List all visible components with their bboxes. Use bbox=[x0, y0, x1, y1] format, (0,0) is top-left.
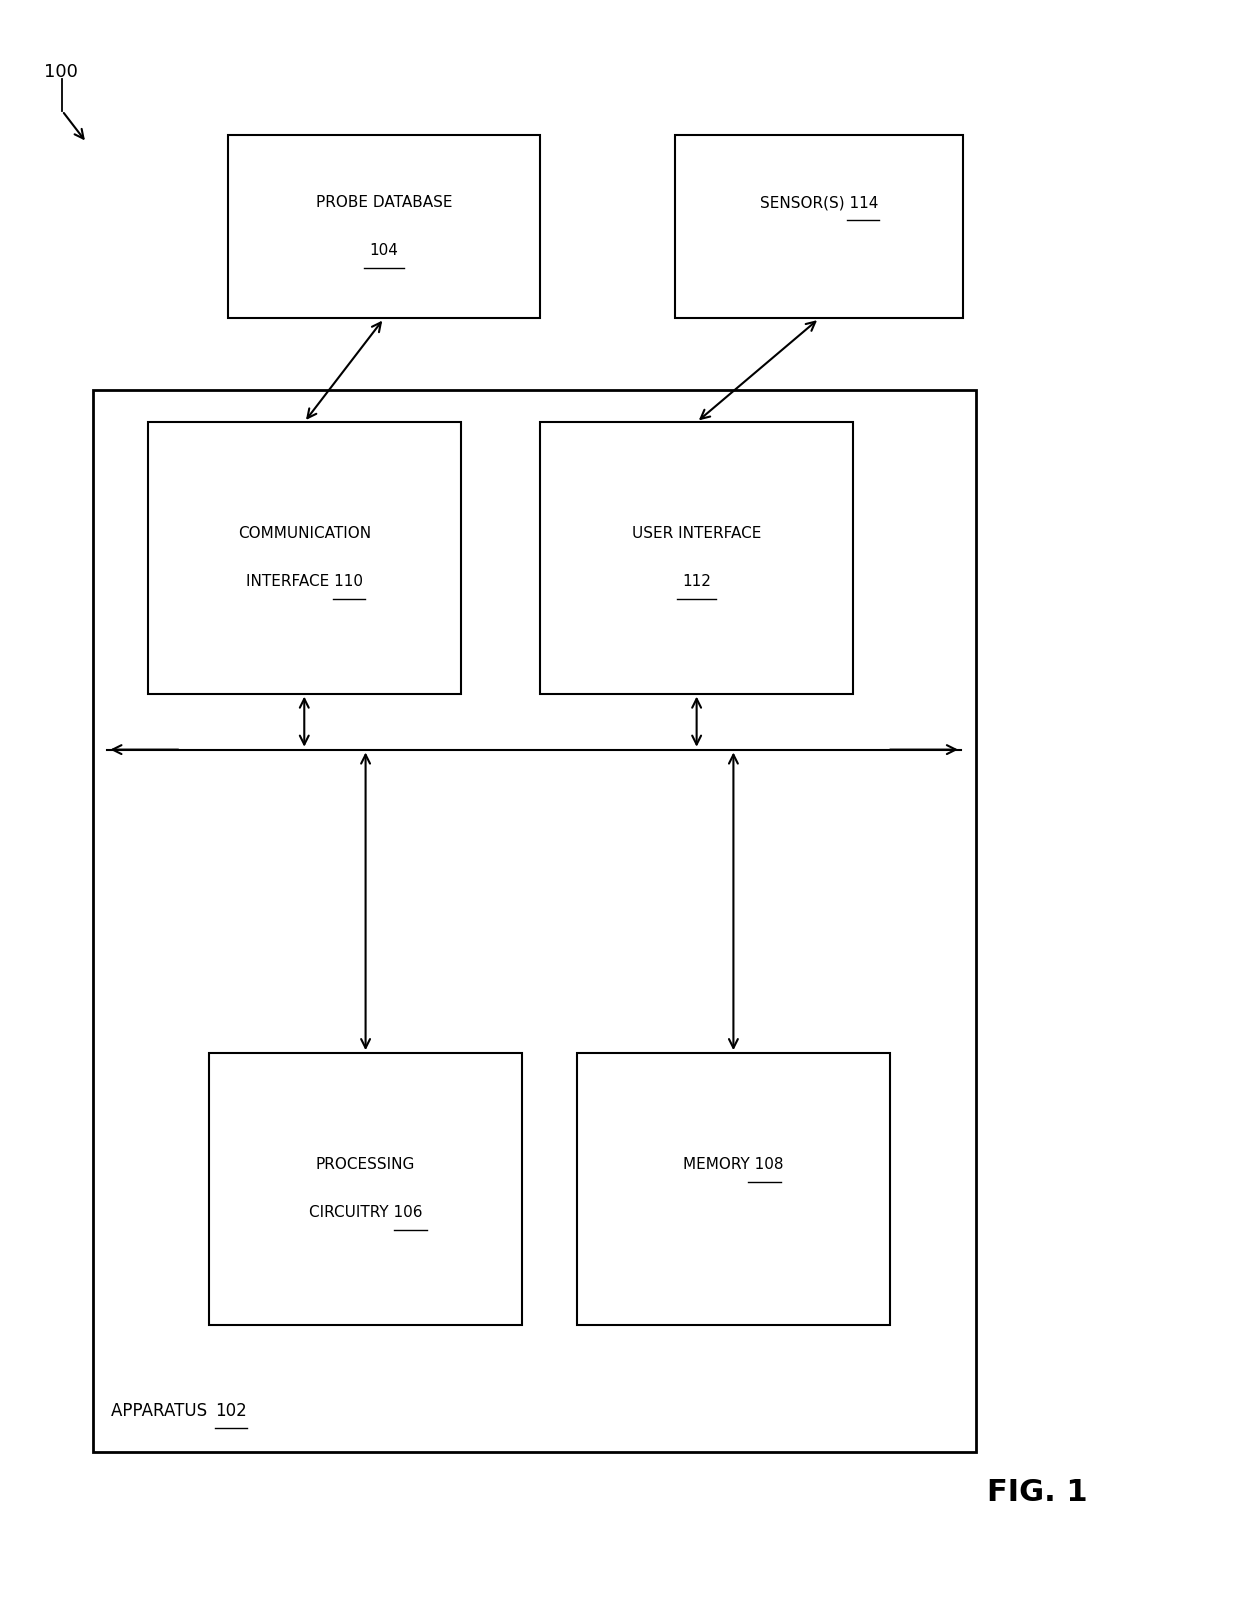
Text: PROCESSING: PROCESSING bbox=[316, 1157, 415, 1173]
Text: 112: 112 bbox=[682, 575, 711, 590]
Bar bbox=[93, 390, 976, 1453]
Text: APPARATUS: APPARATUS bbox=[112, 1403, 212, 1421]
Text: CIRCUITRY 106: CIRCUITRY 106 bbox=[309, 1205, 423, 1220]
Bar bbox=[148, 422, 460, 694]
Text: COMMUNICATION: COMMUNICATION bbox=[238, 527, 371, 541]
Bar bbox=[210, 1054, 522, 1324]
Text: PROBE DATABASE: PROBE DATABASE bbox=[316, 195, 453, 209]
Text: INTERFACE 110: INTERFACE 110 bbox=[246, 575, 363, 590]
Text: USER INTERFACE: USER INTERFACE bbox=[632, 527, 761, 541]
Bar bbox=[675, 135, 963, 319]
Text: FIG. 1: FIG. 1 bbox=[987, 1477, 1087, 1506]
Bar bbox=[228, 135, 541, 319]
Bar bbox=[577, 1054, 890, 1324]
Text: 102: 102 bbox=[216, 1403, 247, 1421]
Text: 100: 100 bbox=[43, 63, 78, 81]
Bar bbox=[541, 422, 853, 694]
Text: 104: 104 bbox=[370, 243, 398, 258]
Text: MEMORY 108: MEMORY 108 bbox=[683, 1157, 784, 1173]
Text: SENSOR(S) 114: SENSOR(S) 114 bbox=[760, 195, 878, 209]
